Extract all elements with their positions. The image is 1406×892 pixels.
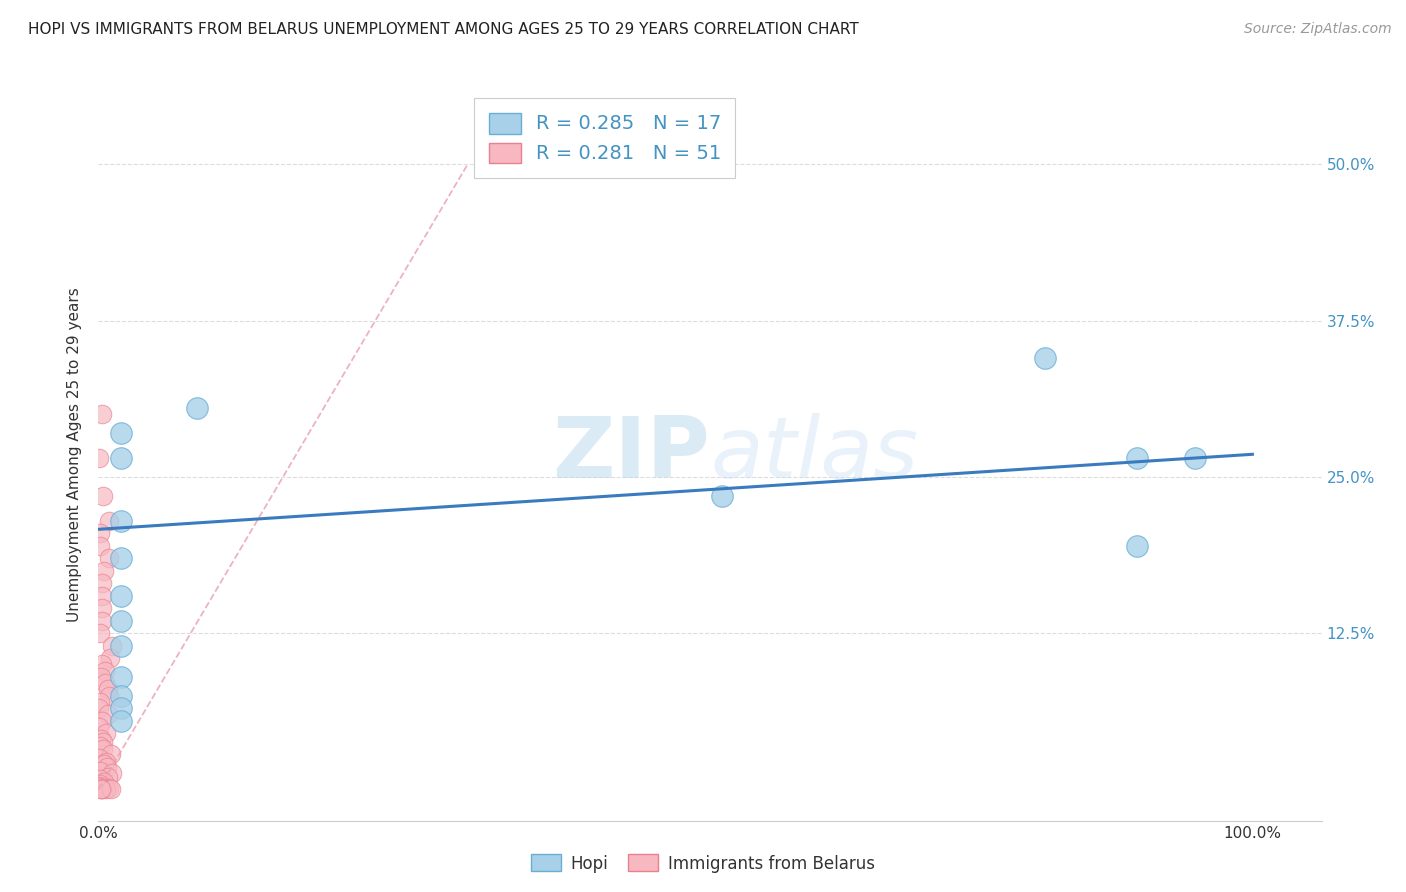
Point (93, 564, 115, 578)
Point (110, 425, 132, 440)
Point (89, 695, 111, 709)
Y-axis label: Unemployment Among Ages 25 to 29 years: Unemployment Among Ages 25 to 29 years (67, 287, 83, 623)
Point (110, 639, 132, 653)
Point (90, 732, 112, 747)
Text: atlas: atlas (710, 413, 918, 497)
Text: Source: ZipAtlas.com: Source: ZipAtlas.com (1244, 22, 1392, 37)
Point (110, 451, 132, 466)
Point (100, 782, 122, 797)
Point (1126, 451, 1149, 466)
Point (97, 682, 120, 697)
Point (110, 689, 132, 703)
Point (97, 770, 120, 784)
Point (87, 701, 110, 715)
Point (90, 782, 112, 797)
Point (1184, 451, 1206, 466)
Point (110, 614, 132, 628)
Text: HOPI VS IMMIGRANTS FROM BELARUS UNEMPLOYMENT AMONG AGES 25 TO 29 YEARS CORRELATI: HOPI VS IMMIGRANTS FROM BELARUS UNEMPLOY… (28, 22, 859, 37)
Point (91, 735, 114, 749)
Point (94, 782, 117, 797)
Legend: Hopi, Immigrants from Belarus: Hopi, Immigrants from Belarus (524, 847, 882, 880)
Point (93, 781, 115, 796)
Point (110, 670, 132, 684)
Point (110, 514, 132, 528)
Point (100, 747, 122, 762)
Point (89, 779, 111, 793)
Point (98, 651, 121, 665)
Point (91, 714, 114, 728)
Point (89, 451, 111, 466)
Point (89, 764, 111, 778)
Point (87, 751, 110, 765)
Point (90, 782, 112, 797)
Point (110, 714, 132, 728)
Point (93, 676, 115, 690)
Point (91, 657, 114, 672)
Point (101, 766, 124, 780)
Point (93, 757, 115, 772)
Point (89, 780, 111, 794)
Point (97, 781, 120, 796)
Point (98, 551, 121, 566)
Point (90, 670, 112, 684)
Point (89, 777, 111, 791)
Point (1033, 351, 1056, 365)
Point (89, 626, 111, 640)
Point (89, 772, 111, 787)
Point (100, 639, 122, 653)
Point (91, 589, 114, 603)
Point (97, 689, 120, 703)
Text: ZIP: ZIP (553, 413, 710, 497)
Point (93, 775, 115, 789)
Point (94, 664, 117, 678)
Point (94, 755, 117, 769)
Point (98, 514, 121, 528)
Point (89, 720, 111, 734)
Point (91, 742, 114, 756)
Point (97, 707, 120, 722)
Point (110, 589, 132, 603)
Point (110, 551, 132, 566)
Legend: R = 0.285   N = 17, R = 0.281   N = 51: R = 0.285 N = 17, R = 0.281 N = 51 (474, 98, 735, 178)
Point (89, 739, 111, 753)
Point (89, 526, 111, 541)
Point (186, 401, 208, 415)
Point (89, 539, 111, 553)
Point (90, 601, 112, 615)
Point (90, 782, 112, 797)
Point (1126, 539, 1149, 553)
Point (96, 760, 118, 774)
Point (710, 489, 733, 503)
Point (96, 726, 118, 740)
Point (90, 614, 112, 628)
Point (90, 576, 112, 591)
Point (90, 407, 112, 421)
Point (110, 701, 132, 715)
Point (91, 489, 114, 503)
